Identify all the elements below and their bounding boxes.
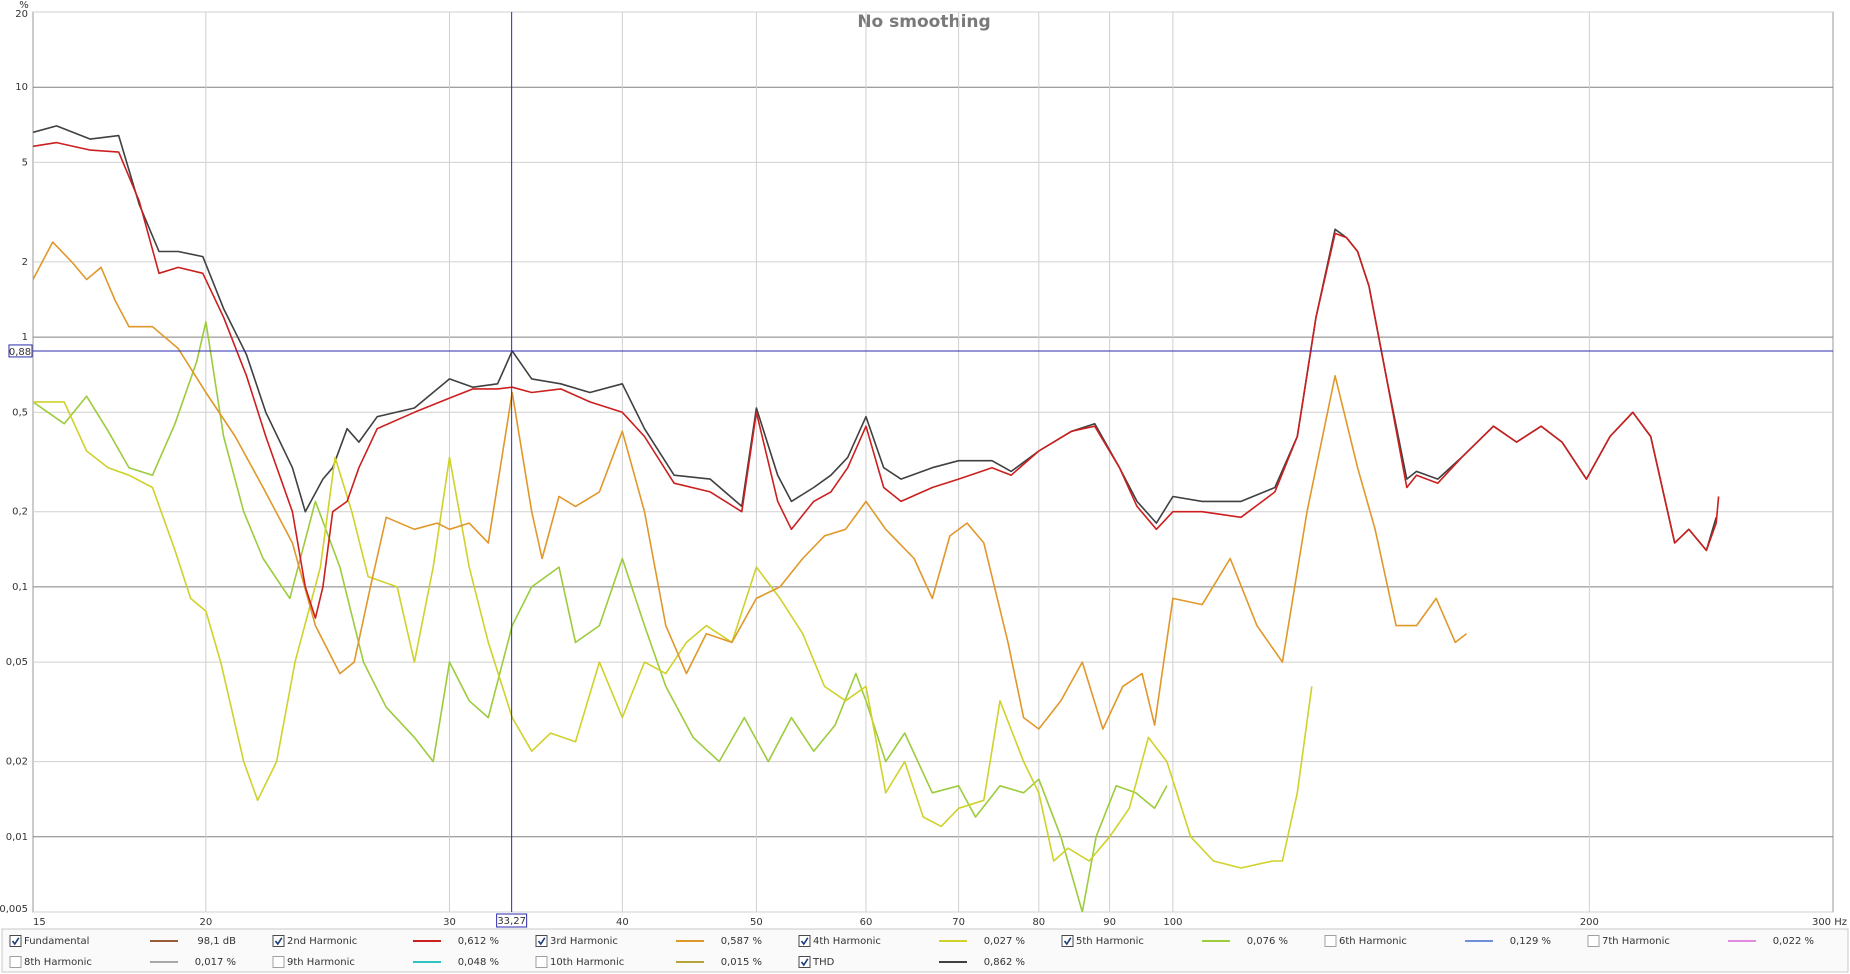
legend-name: 8th Harmonic	[24, 957, 92, 968]
plot-area	[32, 11, 1834, 913]
legend-checkmark	[274, 937, 283, 946]
legend-checkbox[interactable]	[535, 956, 548, 968]
legend-readout: 0,048 %	[458, 957, 499, 968]
legend-name: 5th Harmonic	[1076, 936, 1144, 947]
cursor-x-label: 33,27	[497, 916, 526, 927]
legend-name: 9th Harmonic	[287, 957, 355, 968]
legend-checkbox[interactable]	[9, 935, 22, 947]
legend-checkmark	[800, 937, 809, 946]
y-unit-label: %	[19, 0, 29, 11]
x-tick-label: 80	[1032, 917, 1045, 928]
chart-title: No smoothing	[857, 12, 990, 32]
y-tick-label: 0,02	[6, 757, 28, 768]
y-tick-label: 0,2	[12, 507, 28, 518]
y-tick-label: 10	[15, 82, 28, 93]
legend-readout: 0,076 %	[1247, 936, 1288, 947]
legend-checkbox[interactable]	[1061, 935, 1074, 947]
y-tick-label: 0,01	[6, 832, 28, 843]
x-tick-label: 50	[750, 917, 763, 928]
legend-checkbox[interactable]	[272, 935, 285, 947]
series-line	[33, 241, 1467, 730]
y-tick-label: 0,1	[12, 582, 28, 593]
legend-readout: 0,129 %	[1510, 936, 1551, 947]
legend-name: 3rd Harmonic	[550, 936, 618, 947]
cursor-y-label: 0,88	[9, 347, 31, 358]
legend-readout: 0,022 %	[1773, 936, 1814, 947]
y-tick-label: 0,5	[12, 407, 28, 418]
legend-name: THD	[812, 957, 835, 968]
x-tick-label: 15	[33, 917, 46, 928]
cursor-x-box	[496, 913, 528, 928]
legend-checkmark	[1063, 937, 1072, 946]
legend-checkbox[interactable]	[272, 956, 285, 968]
y-tick-label: 0,005	[0, 904, 28, 915]
y-tick-label: 5	[22, 157, 28, 168]
x-tick-label: 200	[1580, 917, 1599, 928]
legend-readout: 98,1 dB	[197, 936, 236, 947]
legend-readout: 0,017 %	[195, 957, 236, 968]
legend-name: 4th Harmonic	[813, 936, 881, 947]
x-tick-label: 100	[1163, 917, 1182, 928]
series-line	[33, 321, 1168, 912]
x-tick-label: 70	[952, 917, 965, 928]
x-tick-label: 40	[616, 917, 629, 928]
x-tick-label: 60	[860, 917, 873, 928]
y-tick-label: 1	[22, 332, 28, 343]
y-tick-label: 2	[22, 257, 28, 268]
x-tick-label: 20	[199, 917, 212, 928]
legend-panel	[1, 928, 1849, 973]
legend-readout: 0,862 %	[984, 957, 1025, 968]
x-tick-label: 90	[1103, 917, 1116, 928]
legend-checkbox[interactable]	[798, 935, 811, 947]
legend-checkmark	[11, 937, 20, 946]
legend-checkbox[interactable]	[535, 935, 548, 947]
legend-checkbox[interactable]	[9, 956, 22, 968]
legend-checkmark	[800, 958, 809, 967]
legend-readout: 0,587 %	[721, 936, 762, 947]
legend-readout: 0,015 %	[721, 957, 762, 968]
legend-checkbox[interactable]	[1587, 935, 1600, 947]
series-line	[33, 401, 1313, 869]
legend-name: 10th Harmonic	[550, 957, 624, 968]
legend-name: 6th Harmonic	[1339, 936, 1407, 947]
legend-checkbox[interactable]	[1324, 935, 1337, 947]
cursor-y-box	[8, 344, 33, 358]
legend-name: 7th Harmonic	[1602, 936, 1670, 947]
legend-checkmark	[537, 937, 546, 946]
legend-name: Fundamental	[24, 936, 89, 947]
x-tick-label: 30	[443, 917, 456, 928]
series-line	[33, 141, 1720, 619]
legend-checkbox[interactable]	[798, 956, 811, 968]
y-tick-label: 20	[15, 9, 28, 20]
legend-name: 2nd Harmonic	[287, 936, 357, 947]
legend-readout: 0,612 %	[458, 936, 499, 947]
series-line	[33, 125, 1717, 552]
x-tick-label: 300 Hz	[1812, 917, 1847, 928]
legend-readout: 0,027 %	[984, 936, 1025, 947]
y-tick-label: 0,05	[6, 657, 28, 668]
